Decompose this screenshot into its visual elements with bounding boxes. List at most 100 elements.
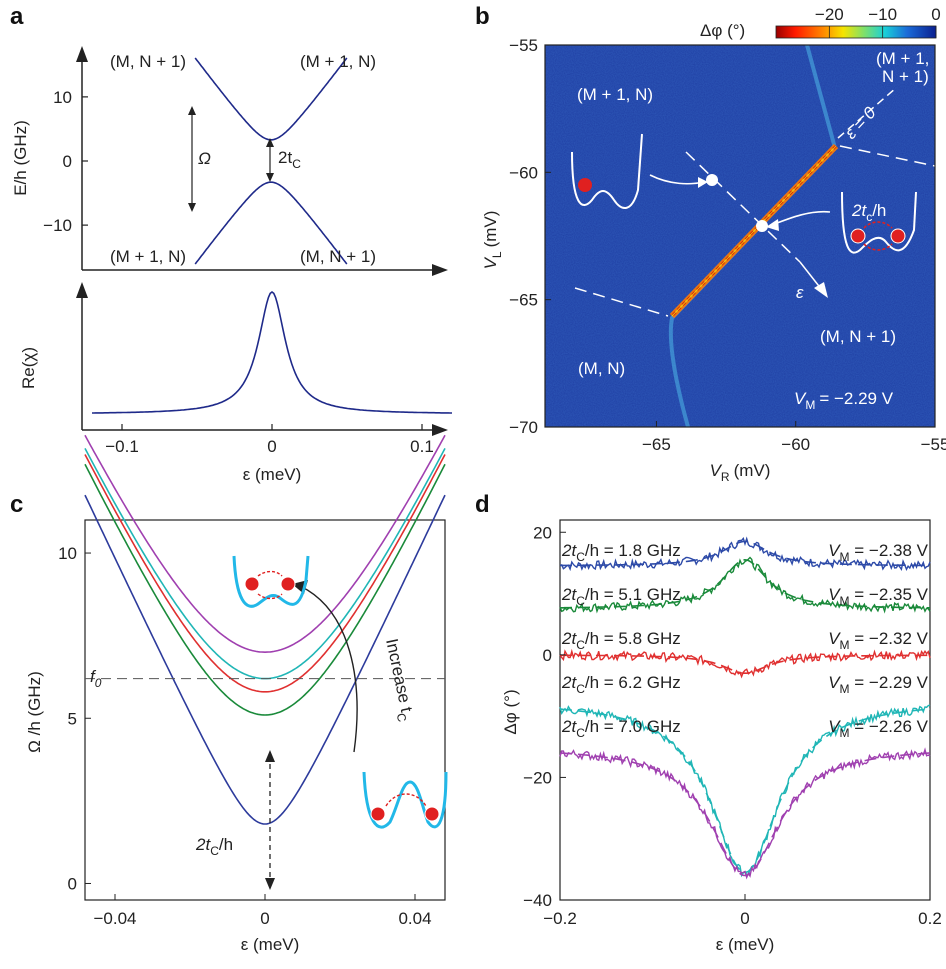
- panel-label-a: a: [10, 3, 24, 30]
- dispersion-curve-4: [84, 434, 446, 654]
- panel-a-ytick-label: 0: [63, 152, 72, 171]
- series-left-label-0: 2tC/h = 1.8 GHz: [561, 541, 681, 564]
- series-right-label-4: VM = −2.26 V: [828, 717, 928, 740]
- curved-arrow-right-head-icon: [766, 219, 779, 231]
- phase-data-4: [559, 747, 931, 880]
- dispersion-curve-2: [84, 454, 446, 693]
- omega-label: Ω: [198, 149, 211, 168]
- panel-d-ytick-label: −40: [523, 891, 552, 910]
- panel-d-xtick-label: −0.2: [543, 909, 577, 928]
- state-label-bottom-left: (M + 1, N): [110, 247, 186, 266]
- panel-b-stability-map: (M + 1, N) (M, N) (M, N + 1) (M + 1, N +…: [481, 5, 946, 484]
- re-chi-curve: [92, 290, 452, 414]
- panel-c-xtick-label: −0.04: [93, 909, 136, 928]
- panel-c-ytick-label: 5: [68, 709, 77, 728]
- panel-b-xtick-label: −55: [921, 435, 946, 454]
- panel-a2-xtick-label: 0: [267, 437, 276, 456]
- panel-b-ytick-label: −70: [509, 418, 538, 437]
- panel-label-b: b: [475, 3, 490, 30]
- region-label-m-n: (M, N): [578, 359, 625, 378]
- tunnel-c-top: [257, 570, 283, 577]
- panel-c-xtick-label: 0: [260, 909, 269, 928]
- region-label-mp1-np1-line1: (M + 1,: [876, 49, 929, 68]
- tunnel-label: 2tc/h: [851, 201, 886, 224]
- colorbar-tick-label: 0: [931, 5, 940, 24]
- phase-data-1: [559, 556, 931, 614]
- panel-a-lower-branch: [194, 181, 348, 265]
- double-well-weak-icon: [362, 771, 448, 829]
- panel-c-frame: [84, 519, 446, 901]
- region-label-m-np1: (M, N + 1): [820, 327, 896, 346]
- curved-arrow-left-head-icon: [698, 177, 708, 188]
- panel-b-xtick-label: −65: [642, 435, 671, 454]
- panel-c-xtick-label: 0.04: [398, 909, 431, 928]
- series-right-label-2: VM = −2.32 V: [828, 629, 928, 652]
- state-label-top-left: (M, N + 1): [110, 52, 186, 71]
- electron-c4-icon: [424, 806, 440, 822]
- eps-dashed-left: [574, 287, 669, 317]
- series-left-label-2: 2tC/h = 5.8 GHz: [561, 629, 681, 652]
- colorbar: [775, 25, 937, 39]
- electron-c1-icon: [244, 576, 260, 592]
- colorbar-tick-label: −10: [868, 5, 897, 24]
- series-right-label-3: VM = −2.29 V: [828, 673, 928, 696]
- increase-tc-arrow: [299, 585, 358, 753]
- phase-fit-4: [559, 752, 931, 877]
- panel-d-ytick-label: −20: [523, 768, 552, 787]
- panel-d-ytick-label: 0: [543, 646, 552, 665]
- colorbar-label: Δφ (°): [700, 21, 745, 40]
- panel-c-y-label: Ω /h (GHz): [25, 671, 44, 753]
- panel-a2-xtick-label: 0.1: [410, 437, 434, 456]
- detuned-point-marker: [706, 174, 718, 186]
- panel-b-y-label: VL(mV): [481, 211, 504, 270]
- double-well-left-icon: [571, 133, 643, 209]
- electron-right-b-icon: [890, 228, 906, 244]
- panel-b-frame: [544, 44, 936, 428]
- panel-d-y-label: Δφ (°): [501, 689, 520, 734]
- panel-d-xtick-label: 0: [740, 909, 749, 928]
- panel-c-ytick-label: 0: [68, 874, 77, 893]
- series-left-label-3: 2tC/h = 6.2 GHz: [561, 673, 681, 696]
- panel-a-energy-plot: 100−10 (M, N + 1) (M + 1, N) (M + 1, N) …: [11, 46, 448, 276]
- panel-b-ytick-label: −65: [509, 291, 538, 310]
- colorbar-tick-label: −20: [815, 5, 844, 24]
- panel-d-ytick-label: 20: [533, 523, 552, 542]
- panel-d-frame: [559, 519, 931, 901]
- state-label-bottom-right: (M, N + 1): [300, 247, 376, 266]
- tunnel-c-bottom: [257, 593, 283, 600]
- dispersion-curve-1: [84, 463, 446, 716]
- region-label-mp1-np1-line2: N + 1): [882, 67, 929, 86]
- panel-a-y-label: E/h (GHz): [11, 120, 30, 196]
- series-left-label-4: 2tC/h = 7.0 GHz: [561, 717, 681, 740]
- double-well-coupled-icon: [232, 555, 310, 608]
- panel-a-ytick-label: −10: [43, 216, 72, 235]
- panel-c-dispersion: f0 −0.04 0 0.04 10 5 0 2tC/h Increase tC Ω /…: [25, 434, 448, 954]
- panel-d-xtick-label: 0.2: [918, 909, 942, 928]
- region-label-mp1-n: (M + 1, N): [577, 85, 653, 104]
- eps-arrow: [799, 261, 823, 291]
- panel-a-ytick-label: 10: [53, 88, 72, 107]
- f0-label: f0: [90, 667, 102, 690]
- eps-dashed-right: [839, 145, 936, 167]
- series-left-label-1: 2tC/h = 5.1 GHz: [561, 585, 681, 608]
- tunneling-arrow-top: [863, 221, 893, 229]
- electron-c2-icon: [280, 576, 296, 592]
- panel-b-ytick-label: −60: [509, 163, 538, 182]
- panel-a2-x-arrow-icon: [432, 424, 448, 436]
- heatmap-noise: [545, 45, 935, 427]
- electron-right-a-icon: [850, 228, 866, 244]
- interdot-transition-highlight: [671, 145, 837, 317]
- resonance-point-marker: [756, 220, 768, 232]
- tunneling-arrow-bottom: [863, 243, 893, 251]
- panel-d-x-label: ε (meV): [716, 935, 775, 954]
- dispersion-curve-0: [84, 494, 446, 825]
- phase-data-0: [559, 536, 931, 572]
- panel-b-xtick-label: −60: [781, 435, 810, 454]
- panel-a-upper-branch: [194, 57, 348, 141]
- detuning-axis-dashed: [685, 151, 801, 263]
- state-label-top-right: (M + 1, N): [300, 52, 376, 71]
- panel-d-phase-response: 2tC/h = 1.8 GHz VM = −2.38 V 2tC/h = 5.1 G…: [501, 519, 942, 954]
- panel-a-x-arrow-icon: [432, 264, 448, 276]
- eps-arrowhead-icon: [814, 282, 828, 298]
